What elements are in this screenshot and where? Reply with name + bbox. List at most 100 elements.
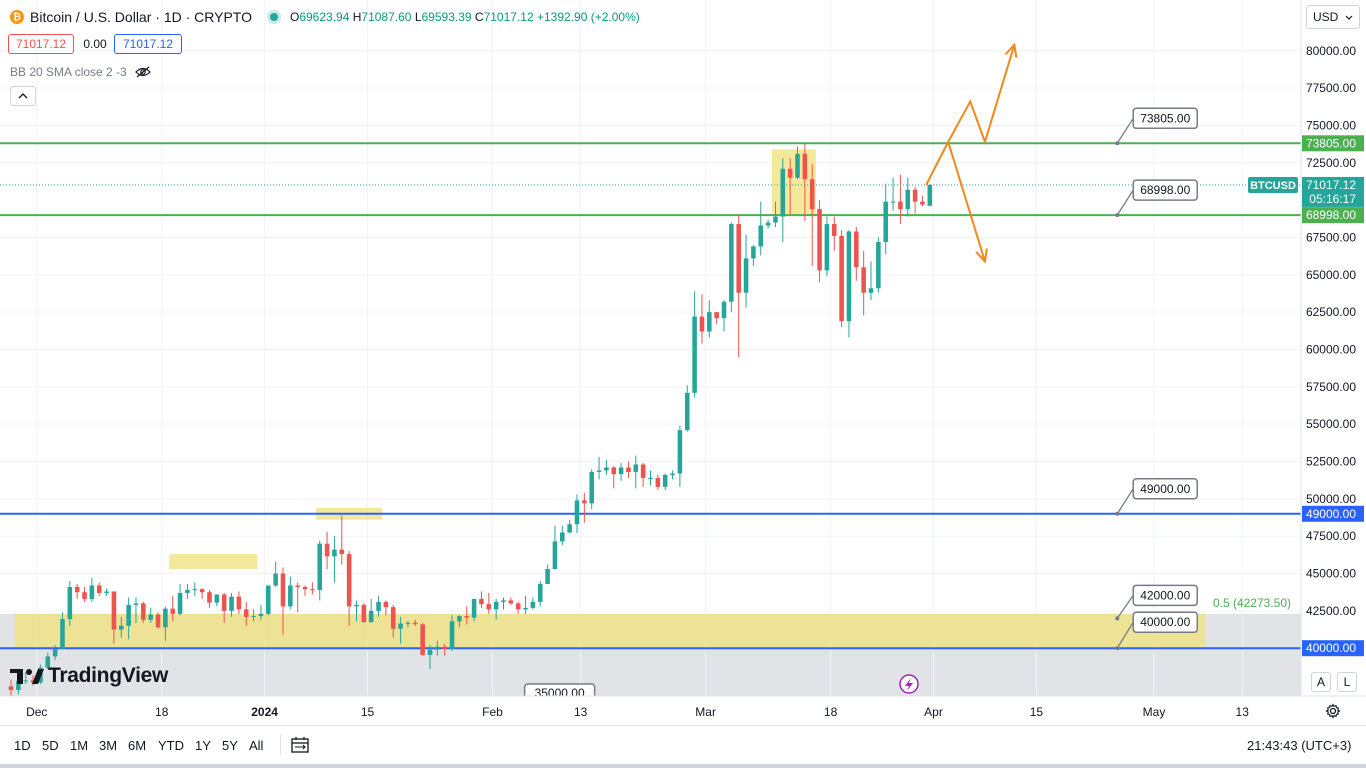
candle-body [214, 594, 220, 603]
candle [560, 525, 565, 546]
candle [773, 201, 778, 228]
candle-body [449, 621, 455, 649]
candle [324, 531, 330, 570]
candle [809, 164, 815, 266]
candle [8, 679, 14, 698]
price-tick-label: 55000.00 [1306, 417, 1356, 431]
candle-body [714, 312, 719, 319]
candle [530, 597, 536, 610]
candle-body [486, 604, 492, 610]
candle-body [67, 586, 73, 620]
range-button-5y[interactable]: 5Y [222, 738, 238, 753]
range-button-1m[interactable]: 1M [70, 738, 89, 753]
market-status-icon[interactable] [269, 13, 278, 21]
currency-select[interactable]: USD [1306, 5, 1360, 29]
buy-price-box[interactable]: 71017.12 [114, 34, 182, 54]
highlight-zone [169, 554, 258, 570]
time-tick-label: Apr [924, 705, 943, 719]
candle-body [310, 589, 315, 591]
price-tick-label: 67500.00 [1306, 230, 1356, 244]
calendar-range-icon[interactable] [290, 736, 310, 754]
time-axis: Dec 18 2024 15 Feb 13 Mar 18 Apr 15 May 13 [0, 695, 1366, 725]
candle-body [266, 585, 271, 614]
tradingview-logo: TradingView [10, 664, 168, 688]
range-button-ytd[interactable]: YTD [158, 738, 184, 753]
lightning-bolt [905, 678, 913, 691]
candle [802, 143, 808, 222]
candle [221, 592, 227, 623]
candle-body [817, 209, 822, 271]
candle-body [420, 624, 425, 655]
sell-price-box[interactable]: 71017.12 [8, 34, 74, 54]
candle [163, 606, 168, 641]
candle-body [743, 258, 749, 293]
range-button-3m[interactable]: 3M [99, 738, 118, 753]
log-scale-button[interactable]: L [1337, 672, 1357, 692]
candle-body [648, 477, 653, 479]
price-tick-label: 47500.00 [1306, 529, 1356, 543]
clock-readout[interactable]: 21:43:43 (UTC+3) [1247, 738, 1352, 753]
time-tick-label: Feb [482, 705, 503, 719]
candle-body [361, 604, 367, 623]
candle [185, 583, 190, 599]
candle [515, 601, 521, 614]
candle-body [148, 614, 153, 620]
candle-body [52, 648, 58, 657]
candle [854, 227, 859, 281]
candle [119, 616, 124, 638]
callout-leader [1116, 594, 1134, 619]
candle [876, 237, 881, 293]
range-button-1y[interactable]: 1Y [195, 738, 211, 753]
indicator-legend[interactable]: BB 20 SMA close 2 -3 [10, 65, 151, 79]
candle [435, 640, 440, 656]
candle-body [405, 622, 411, 624]
auto-scale-button[interactable]: A [1311, 672, 1331, 692]
range-button-1d[interactable]: 1D [14, 738, 31, 753]
range-button-5d[interactable]: 5D [42, 738, 59, 753]
candle [133, 597, 139, 623]
candle-body [773, 216, 778, 223]
price-tick-label: 75000.00 [1306, 118, 1356, 132]
candle [751, 244, 756, 266]
candle-body [317, 543, 323, 590]
price-tick-label: 52500.00 [1306, 455, 1356, 469]
candle [449, 615, 455, 652]
candle-body [133, 603, 139, 605]
collapse-legend-button[interactable] [10, 86, 36, 106]
range-button-all[interactable]: All [249, 738, 264, 753]
callout-box [1132, 584, 1198, 607]
gear-icon[interactable] [1325, 703, 1341, 719]
candle [787, 158, 793, 216]
time-tick-label: 13 [1236, 705, 1250, 719]
candle [545, 564, 550, 584]
candle [390, 604, 396, 638]
candle-body [780, 168, 786, 217]
callout-box [1132, 179, 1198, 201]
candle-body [787, 168, 793, 178]
candle [464, 606, 470, 625]
range-button-6m[interactable]: 6M [128, 738, 147, 753]
callout-anchor [1115, 616, 1120, 621]
candle [427, 645, 433, 670]
candle [486, 592, 492, 614]
candle [376, 595, 381, 617]
candle-body [736, 224, 741, 293]
candle [883, 183, 888, 254]
candle [471, 598, 477, 622]
price-tick-label: 45000.00 [1306, 567, 1356, 581]
candle [199, 588, 205, 599]
candle-body [662, 474, 668, 487]
candle [141, 601, 146, 623]
symbol-title[interactable]: Bitcoin / U.S. Dollar · 1D · CRYPTO [30, 9, 252, 25]
candle [383, 600, 389, 616]
candle-body [802, 153, 808, 180]
candle [508, 597, 514, 605]
eye-hidden-icon[interactable] [134, 66, 151, 78]
window-bottom-edge [0, 764, 1366, 768]
callout-label: 42000.00 [1140, 588, 1190, 602]
candle-body [258, 613, 264, 617]
candle [60, 612, 65, 650]
candle-body [633, 464, 639, 472]
candle-body [221, 594, 227, 611]
